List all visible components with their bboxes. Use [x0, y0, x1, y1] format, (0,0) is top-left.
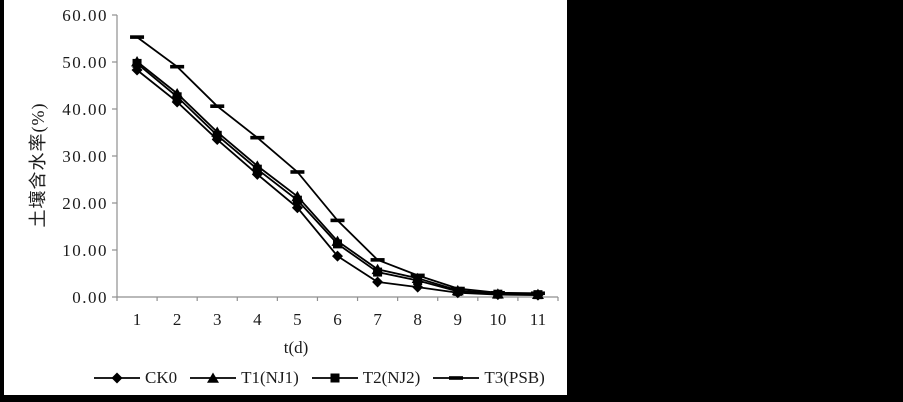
legend-label: T1(NJ1)	[241, 368, 299, 387]
legend-triangle-icon	[190, 372, 237, 383]
x-tick-label: 11	[529, 310, 547, 329]
marker-dash	[490, 290, 505, 295]
marker-square	[132, 58, 142, 68]
legend-item-t3psb: T3(PSB)	[433, 368, 545, 387]
legend-label: T3(PSB)	[484, 368, 545, 387]
legend-item-ck0: CK0	[94, 369, 177, 387]
marker-dash	[250, 135, 265, 140]
x-tick-label: 6	[333, 310, 342, 329]
x-tick-label: 4	[253, 310, 262, 329]
marker-dash	[330, 218, 345, 223]
x-tick-label: 2	[172, 310, 182, 329]
marker-dash	[370, 258, 385, 262]
y-tick-label: 10.00	[62, 240, 108, 260]
marker-diamond	[111, 372, 123, 384]
marker-diamond	[372, 276, 384, 288]
line-chart	[112, 14, 559, 301]
x-tick-label: 8	[413, 310, 422, 329]
marker-triangle	[207, 372, 220, 383]
marker-square	[413, 276, 423, 286]
y-tick-label: 60.00	[62, 5, 108, 25]
x-tick-label: 10	[489, 310, 507, 329]
marker-dash	[130, 35, 145, 39]
y-tick-label: 20.00	[62, 193, 108, 213]
marker-dash	[449, 376, 464, 380]
x-tick-label: 3	[212, 310, 222, 329]
x-tick-label: 7	[373, 310, 382, 329]
marker-square	[212, 130, 222, 140]
marker-dash	[410, 273, 425, 278]
chart-panel: 0.00 10.00 20.00 30.00 40.00 50.00 60.00 1 2 3 4 5…	[4, 0, 567, 395]
legend-diamond-icon	[94, 372, 140, 384]
legend-item-t1nj1: T1(NJ1)	[190, 369, 299, 387]
marker-square	[330, 373, 340, 383]
y-tick-label: 30.00	[62, 146, 108, 166]
marker-square	[453, 286, 463, 296]
y-tick-label: 50.00	[62, 52, 108, 72]
marker-square	[292, 195, 302, 205]
legend-dash-icon	[433, 376, 480, 380]
marker-square	[333, 239, 342, 249]
legend-label: CK0	[145, 368, 178, 387]
marker-square	[373, 267, 383, 277]
x-tick-label: 5	[293, 310, 302, 329]
marker-square	[252, 164, 262, 174]
marker-dash	[170, 64, 185, 69]
marker-dash	[290, 170, 305, 174]
y-tick-label: 0.00	[72, 287, 108, 307]
x-tick-label: 9	[453, 310, 463, 329]
x-axis-title: t(d)	[283, 338, 309, 357]
marker-diamond	[291, 202, 303, 214]
legend-square-icon	[311, 373, 358, 383]
y-axis-title: 土壤含水率(%)	[28, 102, 48, 228]
legend-label: T2(NJ2)	[362, 368, 421, 387]
marker-dash	[450, 286, 465, 291]
marker-dash	[530, 291, 545, 296]
legend: CK0 T1(NJ1) T2(NJ2) T3(PSB)	[94, 369, 545, 387]
marker-square	[172, 92, 182, 102]
marker-diamond	[332, 250, 343, 262]
x-tick-label: 1	[132, 310, 142, 329]
marker-dash	[210, 104, 225, 108]
y-tick-label: 40.00	[62, 99, 108, 119]
legend-item-t2nj2: T2(NJ2)	[311, 368, 421, 387]
